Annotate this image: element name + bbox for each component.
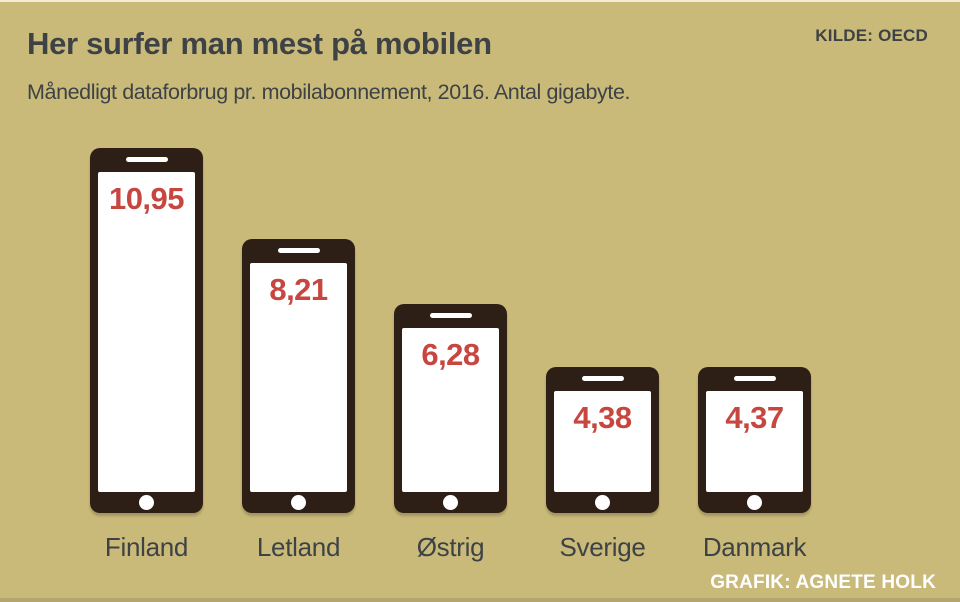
page-title: Her surfer man mest på mobilen — [27, 26, 492, 61]
bar-value: 6,28 — [421, 337, 480, 372]
bottom-border — [0, 598, 960, 602]
bar-value: 10,95 — [108, 181, 185, 216]
bar-phone-østrig: 6,28 — [394, 304, 507, 513]
bar-value: 4,37 — [725, 400, 784, 435]
bar-value: 8,21 — [269, 272, 328, 307]
phone-screen: 8,21 — [250, 263, 347, 492]
phone-speaker-icon — [733, 376, 776, 381]
category-label: Danmark — [702, 532, 807, 562]
phone-speaker-icon — [125, 157, 168, 162]
bar-phone-letland: 8,21 — [242, 239, 355, 513]
bar-phone-danmark: 4,37 — [698, 367, 811, 513]
phone-home-button-icon — [291, 495, 306, 510]
category-label: Østrig — [416, 532, 485, 562]
phone-screen: 10,95 — [98, 172, 195, 492]
bar-value: 4,38 — [573, 400, 632, 435]
phone-speaker-icon — [581, 376, 624, 381]
category-label: Sverige — [559, 532, 646, 562]
phone-home-button-icon — [139, 495, 154, 510]
chart-subtitle: Månedligt dataforbrug pr. mobilabonnemen… — [27, 80, 631, 104]
phone-screen: 6,28 — [402, 328, 499, 492]
source-label: KILDE: OECD — [815, 26, 928, 45]
bar-phone-sverige: 4,38 — [546, 367, 659, 513]
top-border — [0, 0, 960, 2]
phone-home-button-icon — [595, 495, 610, 510]
category-label: Letland — [256, 532, 341, 562]
phone-screen: 4,38 — [554, 391, 651, 492]
credit-label: GRAFIK: AGNETE HOLK — [710, 572, 936, 593]
category-label: Finland — [104, 532, 189, 562]
phone-speaker-icon — [277, 248, 320, 253]
phone-screen: 4,37 — [706, 391, 803, 492]
phone-speaker-icon — [429, 313, 472, 318]
phone-home-button-icon — [747, 495, 762, 510]
phone-home-button-icon — [443, 495, 458, 510]
bar-phone-finland: 10,95 — [90, 148, 203, 513]
